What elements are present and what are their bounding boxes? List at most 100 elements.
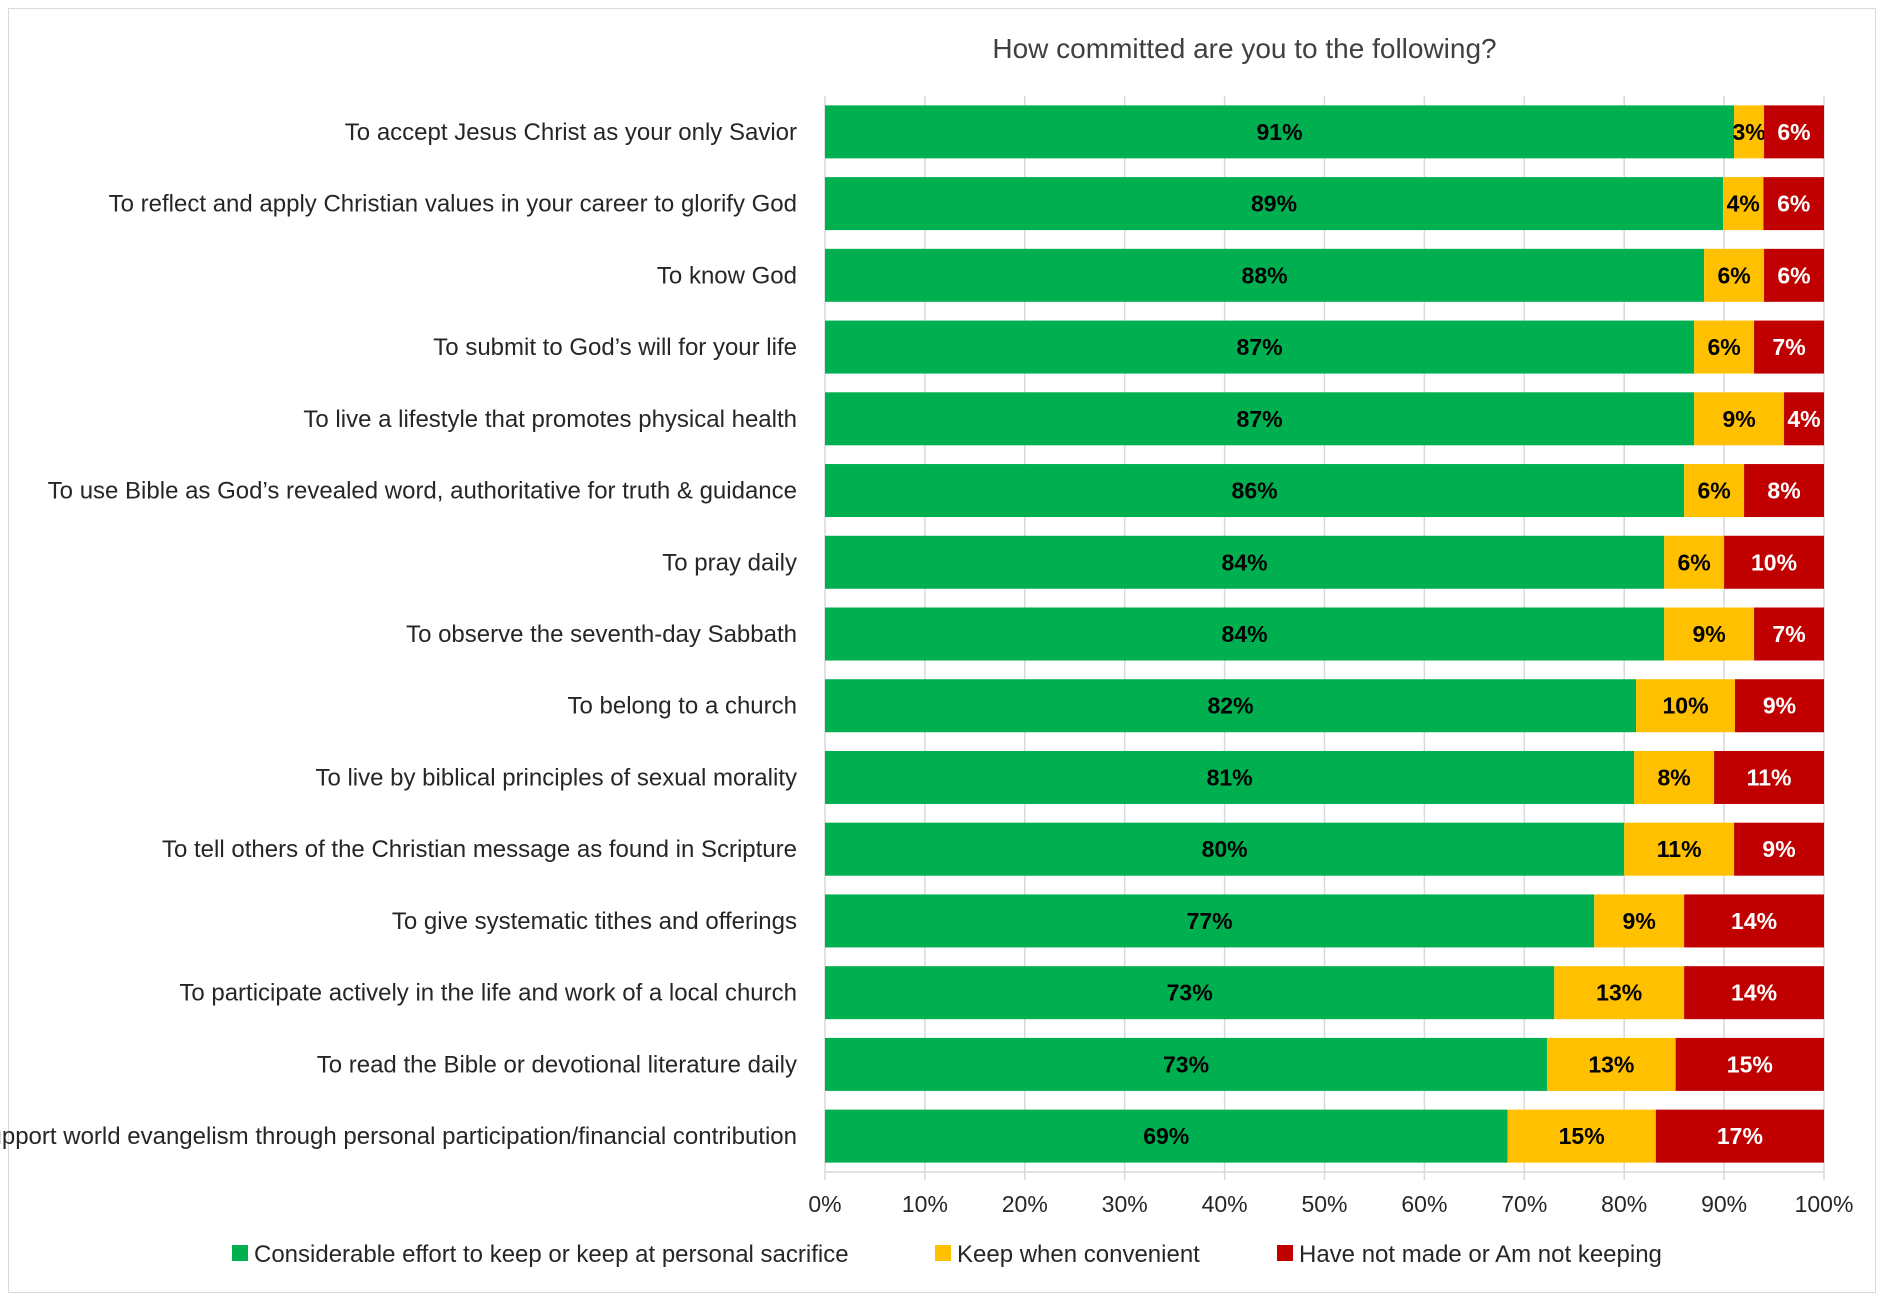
data-label: 7% (1772, 334, 1805, 360)
bar-segment (1734, 105, 1765, 159)
data-label: 6% (1777, 262, 1810, 288)
data-label: 8% (1658, 764, 1691, 790)
data-label: 8% (1767, 478, 1800, 504)
data-label: 4% (1787, 406, 1820, 432)
bar-segment (1784, 392, 1824, 446)
data-label: 11% (1657, 836, 1702, 862)
bar-segment (825, 177, 1724, 231)
data-label: 14% (1731, 908, 1777, 934)
bar-segment (1594, 894, 1685, 948)
data-label: 10% (1663, 693, 1709, 719)
bar-segment (825, 464, 1685, 518)
x-tick-label: 40% (1202, 1191, 1248, 1217)
x-tick-label: 70% (1501, 1191, 1547, 1217)
data-label: 84% (1222, 621, 1268, 647)
x-tick-label: 90% (1701, 1191, 1747, 1217)
data-label: 15% (1559, 1123, 1605, 1149)
category-label: To give systematic tithes and offerings (392, 908, 797, 935)
bar-segment (1636, 679, 1735, 733)
bar-segment (1704, 248, 1765, 302)
x-tick-label: 50% (1301, 1191, 1347, 1217)
category-label: To live by biblical principles of sexual… (315, 764, 797, 791)
data-label: 88% (1242, 262, 1288, 288)
x-tick-label: 60% (1401, 1191, 1447, 1217)
bar-segment (1694, 392, 1785, 446)
data-label: 6% (1697, 478, 1730, 504)
bar-segment (1714, 750, 1824, 804)
legend-label: Keep when convenient (957, 1241, 1200, 1268)
bar-segment (1744, 464, 1824, 518)
bar-segment (1655, 1109, 1824, 1163)
bar-segment (825, 894, 1595, 948)
bar-segment (1734, 679, 1824, 733)
bar-segment (825, 822, 1625, 876)
bar-segment (1507, 1109, 1656, 1163)
category-label: To belong to a church (568, 693, 798, 720)
legend-label: Considerable effort to keep or keep at p… (254, 1241, 849, 1268)
bar-segment (1764, 105, 1824, 159)
bar-segment (825, 750, 1635, 804)
category-label: To live a lifestyle that promotes physic… (303, 406, 797, 433)
bar-segment (1723, 177, 1764, 231)
data-label: 9% (1623, 908, 1656, 934)
data-label: 6% (1717, 262, 1750, 288)
bar-segment (1754, 320, 1824, 374)
data-label: 7% (1772, 621, 1805, 647)
bar-segment (1624, 822, 1735, 876)
bar-segment (1724, 535, 1824, 589)
chart-title: How committed are you to the following? (992, 33, 1496, 64)
data-label: 10% (1751, 549, 1797, 575)
data-label: 86% (1232, 478, 1278, 504)
data-label: 91% (1257, 119, 1303, 145)
x-tick-label: 20% (1002, 1191, 1048, 1217)
category-label: To know God (657, 262, 797, 289)
bar-segment (825, 535, 1665, 589)
bar-segment (825, 1109, 1508, 1163)
bar-segment (1664, 535, 1725, 589)
bar-segment (825, 1037, 1548, 1091)
category-label: To reflect and apply Christian values in… (109, 191, 797, 218)
bar-segment (1754, 607, 1824, 661)
data-label: 87% (1237, 406, 1283, 432)
data-label: 17% (1717, 1123, 1763, 1149)
bar-segment (1675, 1037, 1824, 1091)
data-label: 9% (1763, 693, 1796, 719)
data-label: 82% (1208, 693, 1254, 719)
bar-segment (825, 320, 1695, 374)
data-label: 6% (1777, 191, 1810, 217)
category-label: To pray daily (662, 549, 797, 576)
data-label: 14% (1731, 980, 1777, 1006)
bar-segment (825, 966, 1555, 1020)
data-label: 13% (1596, 980, 1642, 1006)
data-label: 69% (1143, 1123, 1189, 1149)
bar-segment (1764, 248, 1824, 302)
data-label: 15% (1727, 1051, 1773, 1077)
legend-swatch (935, 1245, 951, 1261)
x-tick-label: 80% (1601, 1191, 1647, 1217)
bar-segment (1634, 750, 1715, 804)
x-tick-label: 0% (808, 1191, 841, 1217)
data-label: 9% (1692, 621, 1725, 647)
category-label: To participate actively in the life and … (179, 980, 797, 1007)
data-label: 81% (1207, 764, 1253, 790)
data-label: 3% (1732, 119, 1765, 145)
data-label: 77% (1187, 908, 1233, 934)
legend-swatch (232, 1245, 248, 1261)
data-label: 73% (1163, 1051, 1209, 1077)
data-label: 6% (1707, 334, 1740, 360)
bar-segment (825, 392, 1695, 446)
data-label: 9% (1762, 836, 1795, 862)
x-tick-label: 10% (902, 1191, 948, 1217)
bar-segment (1554, 966, 1685, 1020)
category-label: To read the Bible or devotional literatu… (317, 1051, 797, 1078)
data-label: 11% (1747, 764, 1792, 790)
data-label: 89% (1251, 191, 1297, 217)
bar-segment (1684, 894, 1824, 948)
data-label: 6% (1777, 119, 1810, 145)
bar-segment (1664, 607, 1755, 661)
bar-segment (825, 607, 1665, 661)
data-label: 6% (1678, 549, 1711, 575)
bar-segment (1734, 822, 1824, 876)
bar-segment (825, 679, 1637, 733)
